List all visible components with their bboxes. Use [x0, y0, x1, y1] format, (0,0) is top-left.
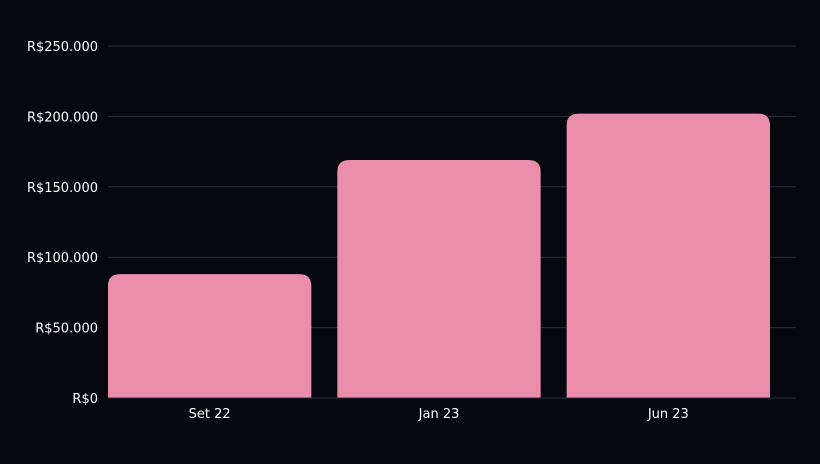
y-tick-label: R$150.000: [27, 181, 98, 196]
y-tick-label: R$100.000: [27, 251, 98, 266]
x-tick-label: Jun 23: [647, 407, 689, 422]
bars: [108, 113, 770, 399]
bar: [108, 274, 312, 398]
x-tick-label: Set 22: [189, 407, 231, 422]
y-axis-tick-labels: R$0 R$50.000 R$100.000 R$150.000 R$200.000 R$…: [27, 40, 98, 407]
y-tick-label: R$250.000: [27, 40, 98, 55]
bar: [566, 113, 770, 399]
bar: [337, 160, 541, 398]
y-tick-label: R$200.000: [27, 110, 98, 125]
x-tick-label: Jan 23: [418, 407, 460, 422]
y-tick-label: R$50.000: [35, 322, 98, 337]
y-tick-label: R$0: [72, 392, 98, 407]
x-axis-tick-labels: Set 22 Jan 23 Jun 23: [189, 407, 689, 422]
